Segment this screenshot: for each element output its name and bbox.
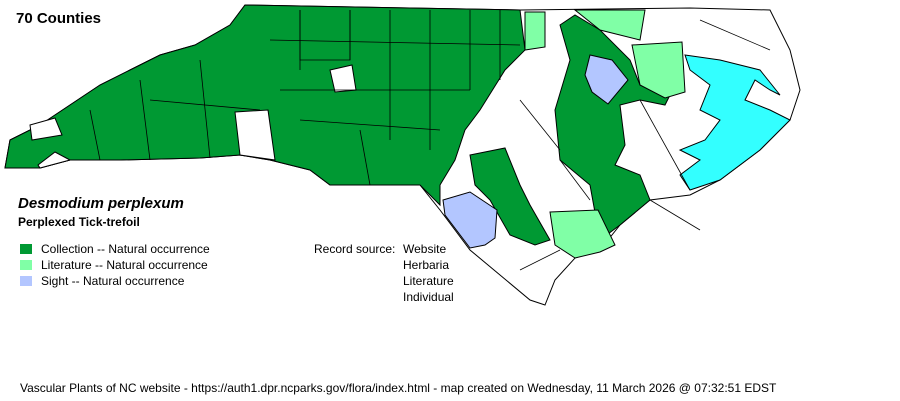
legend-swatch xyxy=(20,260,32,270)
collection-counties-east xyxy=(554,14,671,241)
literature-county xyxy=(631,41,686,99)
legend-label: Collection -- Natural occurrence xyxy=(41,242,210,256)
legend-label: Literature -- Natural occurrence xyxy=(41,258,208,272)
record-source-website: Website xyxy=(403,242,447,256)
sight-county xyxy=(584,54,629,105)
legend-item-literature: Literature -- Natural occurrence xyxy=(20,258,208,272)
county-boundaries xyxy=(89,10,771,271)
county-white xyxy=(234,109,276,161)
literature-county xyxy=(524,11,546,51)
legend-swatch xyxy=(20,276,32,286)
record-source-individual: Individual xyxy=(403,290,454,304)
collection-counties-south xyxy=(469,147,551,246)
county-white xyxy=(29,117,63,141)
common-name: Perplexed Tick-trefoil xyxy=(18,215,140,229)
legend-item-sight: Sight -- Natural occurrence xyxy=(20,274,184,288)
county-white xyxy=(329,64,357,93)
record-source-herbaria: Herbaria xyxy=(403,258,450,272)
footer-credit: Vascular Plants of NC website - https://… xyxy=(20,381,777,395)
record-source-literature: Literature xyxy=(403,274,454,288)
legend-item-collection: Collection -- Natural occurrence xyxy=(20,242,210,256)
county-count: 70 Counties xyxy=(16,10,102,27)
legend-label: Sight -- Natural occurrence xyxy=(41,274,185,288)
collection-counties-west-central xyxy=(4,4,526,207)
literature-county xyxy=(549,209,616,259)
sounds-water xyxy=(678,54,791,191)
literature-county xyxy=(573,9,646,41)
legend-swatch xyxy=(20,244,32,254)
county-white xyxy=(37,151,72,169)
sight-county xyxy=(442,191,498,249)
record-source-label: Record source: xyxy=(314,242,396,256)
scientific-name: Desmodium perplexum xyxy=(18,195,184,212)
